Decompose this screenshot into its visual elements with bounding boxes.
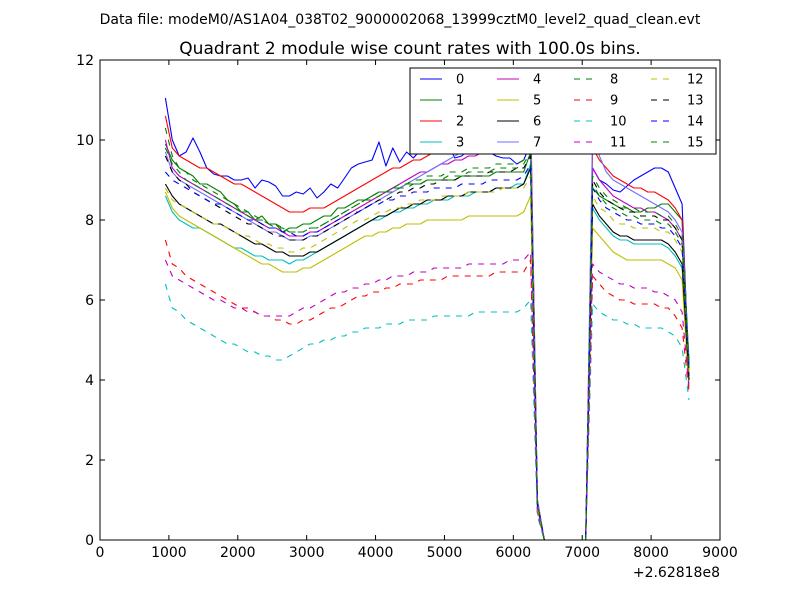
series-layer bbox=[164, 97, 690, 540]
legend-label-14: 14 bbox=[687, 115, 704, 130]
series-line-13 bbox=[164, 155, 690, 540]
legend-label-6: 6 bbox=[533, 115, 541, 130]
legend-label-7: 7 bbox=[533, 136, 541, 151]
series-line-7 bbox=[164, 119, 690, 540]
y-tick-label: 12 bbox=[76, 53, 94, 69]
legend-box bbox=[409, 67, 717, 155]
axes-layer: 0 1000 2000 3000 4000 5000 6000 7000 8000 9000 0 2 4… bbox=[76, 53, 738, 581]
series-line-10 bbox=[164, 283, 690, 540]
series-line-1 bbox=[164, 143, 690, 540]
y-tick-label: 0 bbox=[85, 533, 94, 549]
legend-label-13: 13 bbox=[687, 94, 704, 109]
x-tick-label: 8000 bbox=[633, 545, 669, 561]
figure-suptitle: Data file: modeM0/AS1A04_038T02_90000020… bbox=[100, 12, 701, 28]
x-tick-label: 7000 bbox=[564, 545, 600, 561]
legend-label-15: 15 bbox=[687, 136, 704, 151]
series-line-6 bbox=[164, 167, 690, 540]
y-tick-label: 8 bbox=[85, 213, 94, 229]
x-tick-label: 9000 bbox=[702, 545, 738, 561]
legend-label-8: 8 bbox=[610, 73, 618, 88]
y-tick-label: 4 bbox=[85, 373, 94, 389]
series-line-14 bbox=[164, 163, 690, 540]
y-tick-label: 2 bbox=[85, 453, 94, 469]
legend-label-3: 3 bbox=[456, 136, 464, 151]
legend-label-4: 4 bbox=[533, 73, 541, 88]
series-line-8 bbox=[164, 127, 690, 540]
legend-label-2: 2 bbox=[456, 115, 464, 130]
series-line-5 bbox=[164, 191, 690, 540]
x-tick-label: 2000 bbox=[220, 545, 256, 561]
x-tick-label: 6000 bbox=[496, 545, 532, 561]
x-offset-label: +2.62818e8 bbox=[633, 565, 720, 581]
legend-label-9: 9 bbox=[610, 94, 618, 109]
series-line-9 bbox=[164, 239, 690, 540]
x-tick-label: 3000 bbox=[289, 545, 325, 561]
series-line-11 bbox=[164, 251, 690, 540]
chart-title: Quadrant 2 module wise count rates with … bbox=[179, 39, 640, 59]
x-tick-label: 4000 bbox=[358, 545, 394, 561]
series-line-12 bbox=[164, 175, 690, 540]
x-tick-label: 1000 bbox=[151, 545, 187, 561]
x-tick-label: 5000 bbox=[427, 545, 463, 561]
legend-label-10: 10 bbox=[610, 115, 627, 130]
legend-label-5: 5 bbox=[533, 94, 541, 109]
y-tick-label: 6 bbox=[85, 293, 94, 309]
legend-label-0: 0 bbox=[456, 73, 464, 88]
legend-label-1: 1 bbox=[456, 94, 464, 109]
series-line-3 bbox=[164, 163, 690, 540]
x-tick-label: 0 bbox=[96, 545, 105, 561]
legend-label-12: 12 bbox=[687, 73, 704, 88]
legend-label-11: 11 bbox=[610, 136, 627, 151]
y-tick-label: 10 bbox=[76, 133, 94, 149]
